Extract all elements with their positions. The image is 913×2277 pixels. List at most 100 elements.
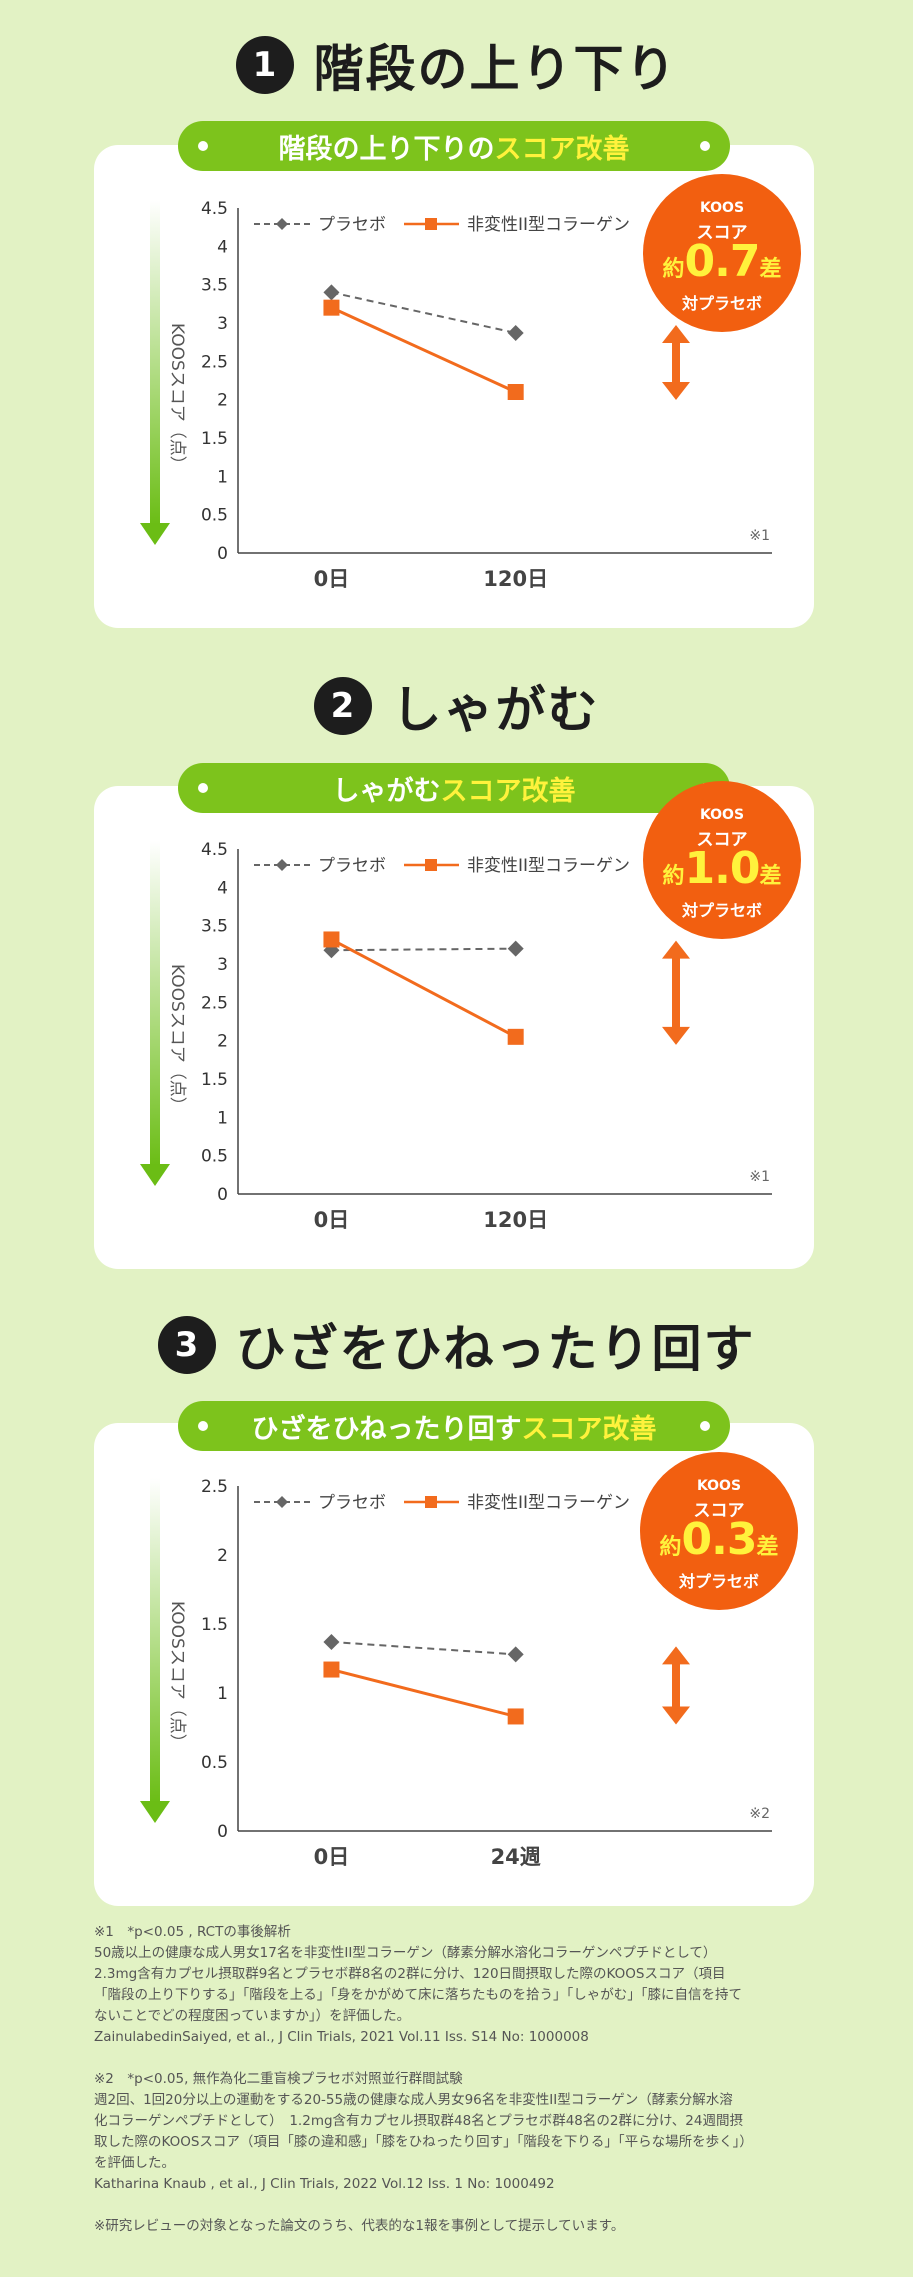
gradient-arrow-shaft: [150, 200, 160, 525]
footnote-1-heading: ※1 *p<0.05 , RCTの事後解析: [94, 1924, 291, 1940]
y-tick-label: 0: [217, 544, 228, 564]
pill-dot-icon: [198, 783, 208, 793]
footnote-2-body: を評価した。: [94, 2155, 175, 2171]
y-tick-label: 2: [217, 1032, 228, 1052]
vs-placebo-label: 対プラセボ: [681, 294, 762, 313]
footnotes: ※1 *p<0.05 , RCTの事後解析 50歳以上の健康な成人男女17名を非…: [94, 1922, 824, 2237]
section-title-text: 階段の上り下り: [313, 40, 678, 98]
score-label: スコア: [696, 223, 748, 243]
y-tick-label: 1.5: [201, 429, 228, 449]
pill-dot-icon: [198, 1421, 208, 1431]
collagen-data-point: [507, 1028, 524, 1045]
koos-difference-badge: KOOS スコア 約0.3差 対プラセボ: [640, 1452, 798, 1610]
y-tick-label: 3.5: [201, 276, 228, 296]
y-tick-label: 2: [217, 391, 228, 411]
footnote-1-body: 2.3mg含有カプセル摂取群9名とプラセボ群8名の2群に分け、120日間摂取した…: [94, 1966, 726, 1982]
legend-diamond-icon: [276, 218, 288, 230]
pill-highlight-text: スコア改善: [494, 133, 630, 165]
x-tick-label: 24週: [491, 1845, 541, 1869]
collagen-data-point: [323, 1661, 340, 1678]
vs-placebo-label: 対プラセボ: [681, 901, 762, 920]
pill-main-text: ひざをひねったり回す: [251, 1413, 522, 1445]
legend-collagen-label: 非変性II型コラーゲン: [467, 215, 630, 235]
y-tick-label: 0.5: [201, 1147, 228, 1167]
difference-arrow-shaft: [672, 954, 680, 1031]
legend-collagen-label: 非変性II型コラーゲン: [467, 856, 630, 876]
y-tick-label: 2.5: [201, 352, 228, 372]
legend-square-icon: [425, 859, 437, 871]
y-axis-label: KOOSスコア（点）: [167, 323, 187, 473]
section-title: 1 階段の上り下り: [0, 25, 913, 105]
footnote-2-body: 週2回、1回20分以上の運動をする20-55歳の健康な成人男女96名を非変性II…: [94, 2092, 733, 2108]
score-label: スコア: [693, 1501, 745, 1521]
difference-value: 約1.0差: [662, 843, 782, 894]
vs-placebo-label: 対プラセボ: [678, 1572, 759, 1591]
y-tick-label: 1: [217, 467, 228, 487]
pill-main-text: 階段の上り下りの: [278, 133, 495, 165]
down-arrow-icon: [662, 1026, 690, 1045]
footnote-2-body: 取した際のKOOSスコア（項目「膝の違和感」「膝をひねったり回す」「階段を下りる…: [94, 2134, 753, 2150]
placebo-data-point: [507, 324, 524, 341]
koos-difference-badge: KOOS スコア 約1.0差 対プラセボ: [643, 781, 801, 939]
final-note: ※研究レビューの対象となった論文のうち、代表的な1報を事例として提示しています。: [94, 2218, 625, 2234]
placebo-data-point: [323, 1633, 340, 1650]
collagen-series-line: [331, 1668, 517, 1718]
x-tick-label: 0日: [314, 1208, 350, 1232]
pill-highlight-text: スコア改善: [521, 1413, 657, 1445]
difference-value: 約0.3差: [659, 1514, 779, 1565]
footnote-1-body: 50歳以上の健康な成人男女17名を非変性II型コラーゲン（酵素分解水溶化コラーゲ…: [94, 1945, 717, 1961]
gradient-arrow-shaft: [150, 841, 160, 1166]
pill-dot-icon: [700, 141, 710, 151]
section-title-text: しゃがむ: [391, 681, 600, 739]
x-tick-label: 120日: [483, 567, 548, 591]
y-tick-label: 1.5: [201, 1070, 228, 1090]
y-tick-label: 1: [217, 1684, 228, 1704]
y-tick-label: 0.5: [201, 506, 228, 526]
difference-arrow-shaft: [672, 1660, 680, 1711]
down-arrow-icon: [662, 1706, 690, 1725]
collagen-data-point: [323, 299, 340, 316]
koos-label: KOOS: [699, 200, 745, 216]
gradient-arrow-shaft: [150, 1478, 160, 1803]
y-tick-label: 1.5: [201, 1615, 228, 1635]
section-title-text: ひざをひねったり回す: [235, 1320, 756, 1378]
koos-label: KOOS: [699, 807, 745, 823]
x-tick-label: 0日: [314, 567, 350, 591]
section-number-badge: 1: [235, 36, 294, 94]
legend-collagen-label: 非変性II型コラーゲン: [467, 1493, 630, 1513]
y-tick-label: 4: [217, 237, 228, 257]
footnote-mark: ※2: [749, 1806, 770, 1822]
y-tick-label: 3: [217, 955, 228, 975]
chart-card: KOOSスコア（点） 0 0.5 1 1.5 2 2.5 3 3.5 4 4.5 0日 120日 プラセボ…: [94, 786, 814, 1269]
line-chart: KOOSスコア（点） 0 0.5 1 1.5 2 2.5 3 3.5 4 4.5 0日 120日 プラセボ…: [140, 199, 772, 591]
legend-square-icon: [425, 218, 437, 230]
score-label: スコア: [696, 830, 748, 850]
y-tick-label: 3.5: [201, 917, 228, 937]
y-tick-label: 4: [217, 878, 228, 898]
section-title: 2 しゃがむ: [0, 666, 913, 746]
down-arrow-icon: [140, 1801, 170, 1823]
placebo-series-line: [331, 291, 516, 334]
legend-placebo-label: プラセボ: [318, 856, 386, 876]
y-tick-label: 0: [217, 1822, 228, 1842]
collagen-data-point: [323, 931, 340, 948]
placebo-series-line: [331, 1640, 516, 1656]
section-number-badge: 2: [313, 677, 372, 735]
y-tick-label: 2.5: [201, 1477, 228, 1497]
x-tick-label: 120日: [483, 1208, 548, 1232]
y-tick-label: 1: [217, 1108, 228, 1128]
collagen-series-line: [330, 938, 517, 1039]
y-tick-label: 0.5: [201, 1753, 228, 1773]
collagen-data-point: [507, 384, 524, 400]
legend-placebo-label: プラセボ: [318, 215, 386, 235]
y-tick-label: 4.5: [201, 840, 228, 860]
line-chart: KOOSスコア（点） 0 0.5 1 1.5 2 2.5 3 3.5 4 4.5 0日 120日 プラセボ…: [140, 840, 772, 1232]
pill-main-text: しゃがむ: [332, 775, 441, 807]
score-improvement-pill: 階段の上り下りの スコア改善: [178, 121, 730, 171]
y-tick-label: 4.5: [201, 199, 228, 219]
up-arrow-icon: [662, 324, 690, 343]
down-arrow-icon: [140, 523, 170, 545]
down-arrow-icon: [662, 382, 690, 400]
score-improvement-pill: ひざをひねったり回す スコア改善: [178, 1401, 730, 1451]
x-tick-label: 0日: [314, 1845, 350, 1869]
